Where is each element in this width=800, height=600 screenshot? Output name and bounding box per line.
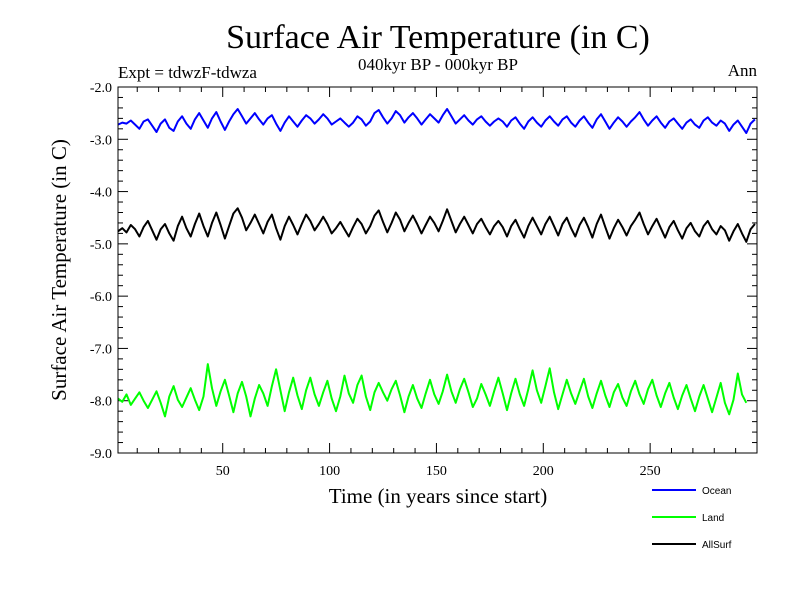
y-axis-label: Surface Air Temperature (in C) — [47, 139, 71, 401]
y-axis-ticks: -2.0 -3.0 -4.0 -5.0 -6.0 -7.0 -8.0 -9.0 — [90, 81, 757, 462]
x-axis-ticks: 50 100 150 200 250 — [136, 87, 737, 479]
chart-title: Surface Air Temperature (in C) — [226, 19, 650, 56]
plot-frame — [117, 86, 758, 454]
x-tick-label: 150 — [426, 464, 447, 479]
legend-label-ocean: Ocean — [702, 486, 731, 497]
y-tick-label: -9.0 — [90, 447, 112, 462]
series-line-allsurf — [117, 207, 756, 243]
y-tick-label: -7.0 — [90, 342, 112, 357]
experiment-label: Expt = tdwzF-tdwza — [118, 63, 257, 82]
y-tick-label: -2.0 — [90, 81, 112, 96]
legend-label-land: Land — [702, 513, 724, 524]
series-line-ocean — [117, 108, 756, 134]
x-tick-label: 250 — [640, 464, 661, 479]
chart-subtitle: 040kyr BP - 000kyr BP — [358, 55, 518, 74]
y-tick-label: -3.0 — [90, 133, 112, 148]
y-tick-label: -8.0 — [90, 395, 112, 410]
y-tick-label: -4.0 — [90, 186, 112, 201]
x-tick-label: 100 — [319, 464, 340, 479]
legend-label-allsurf: AllSurf — [702, 540, 732, 551]
series-line-land — [117, 363, 748, 418]
x-tick-label: 200 — [533, 464, 554, 479]
y-tick-label: -6.0 — [90, 290, 112, 305]
series-lines — [117, 108, 756, 418]
x-tick-label: 50 — [216, 464, 230, 479]
y-tick-label: -5.0 — [90, 238, 112, 253]
x-axis-label: Time (in years since start) — [329, 484, 548, 508]
period-label: Ann — [728, 61, 758, 80]
legend: Ocean Land AllSurf — [652, 486, 732, 551]
